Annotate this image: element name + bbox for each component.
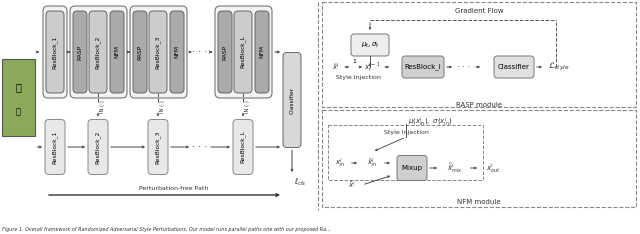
Text: · · ·: · · ·: [193, 142, 207, 152]
Text: $\tilde{x}^{i}$: $\tilde{x}^{i}$: [332, 61, 340, 73]
FancyBboxPatch shape: [89, 11, 107, 93]
FancyBboxPatch shape: [149, 11, 167, 93]
FancyBboxPatch shape: [234, 11, 252, 93]
Text: IN (·): IN (·): [245, 100, 250, 113]
FancyBboxPatch shape: [397, 156, 427, 180]
Text: RASP: RASP: [223, 44, 227, 60]
Text: RASP module: RASP module: [456, 102, 502, 108]
FancyBboxPatch shape: [351, 34, 389, 56]
Text: ResBlock_3: ResBlock_3: [155, 35, 161, 69]
FancyBboxPatch shape: [130, 6, 187, 98]
Text: $\mu(x_{in}^{i}),\ \sigma(x_{in}^{i})$: $\mu(x_{in}^{i}),\ \sigma(x_{in}^{i})$: [408, 116, 452, 129]
FancyBboxPatch shape: [215, 6, 272, 98]
FancyBboxPatch shape: [46, 11, 64, 93]
FancyBboxPatch shape: [110, 11, 124, 93]
Text: $\mu_t, \sigma_t$: $\mu_t, \sigma_t$: [360, 40, 380, 50]
FancyBboxPatch shape: [43, 6, 67, 98]
Text: ResBlock_2: ResBlock_2: [95, 130, 101, 164]
Text: IN (·): IN (·): [160, 100, 165, 113]
Text: $\ell_{cls}$: $\ell_{cls}$: [294, 177, 307, 189]
Text: Classifier: Classifier: [498, 64, 530, 70]
Text: · · ·: · · ·: [193, 47, 207, 57]
Text: Figure 1. Overall framework of Randomized Adversarial Style Perturbations. Our m: Figure 1. Overall framework of Randomize…: [2, 227, 331, 232]
Text: · · ·: · · ·: [458, 62, 470, 72]
Text: ResBlock_L: ResBlock_L: [240, 131, 246, 163]
Text: NFM module: NFM module: [457, 199, 501, 205]
FancyBboxPatch shape: [494, 56, 534, 78]
Text: 1: 1: [352, 59, 356, 64]
Text: ResBlock_L: ResBlock_L: [240, 36, 246, 68]
Text: NFM: NFM: [259, 45, 264, 58]
Text: $x_{in}^{i}$: $x_{in}^{i}$: [335, 156, 345, 170]
Text: IN (·): IN (·): [100, 100, 105, 113]
Text: $\mathcal{L}_{style}$: $\mathcal{L}_{style}$: [548, 61, 570, 73]
Text: Perturbation-free Path: Perturbation-free Path: [139, 186, 208, 191]
Text: 🐇: 🐇: [15, 82, 21, 92]
Text: RASP: RASP: [77, 44, 83, 60]
FancyBboxPatch shape: [73, 11, 87, 93]
FancyBboxPatch shape: [283, 52, 301, 147]
FancyBboxPatch shape: [1, 58, 35, 135]
Text: ResBlock_1: ResBlock_1: [52, 35, 58, 69]
Text: $x_t^{i-1}$: $x_t^{i-1}$: [364, 60, 380, 74]
FancyBboxPatch shape: [148, 120, 168, 175]
Text: RASP: RASP: [138, 44, 143, 60]
Text: Style Injection: Style Injection: [335, 76, 380, 80]
FancyBboxPatch shape: [170, 11, 184, 93]
Text: Gradient Flow: Gradient Flow: [454, 8, 503, 14]
FancyBboxPatch shape: [255, 11, 269, 93]
Text: Style Injection: Style Injection: [383, 130, 428, 135]
Text: ResBlock_1: ResBlock_1: [52, 130, 58, 164]
Text: NFM: NFM: [115, 45, 120, 58]
Text: $\tilde{x}_{in}^{i}$: $\tilde{x}_{in}^{i}$: [367, 156, 377, 170]
FancyBboxPatch shape: [70, 6, 127, 98]
Text: ResBlock_3: ResBlock_3: [155, 130, 161, 164]
FancyBboxPatch shape: [233, 120, 253, 175]
FancyBboxPatch shape: [218, 11, 232, 93]
Text: Classifier: Classifier: [289, 86, 294, 113]
FancyBboxPatch shape: [133, 11, 147, 93]
Text: ResBlock_2: ResBlock_2: [95, 35, 101, 69]
Text: $\hat{x}^{i}$: $\hat{x}^{i}$: [348, 179, 356, 191]
Text: 🌿: 🌿: [15, 107, 20, 117]
Text: NFM: NFM: [175, 45, 179, 58]
Text: Mixup: Mixup: [401, 165, 422, 171]
Text: $\tilde{\bar{x}}_{mix}^{i}$: $\tilde{\bar{x}}_{mix}^{i}$: [447, 161, 463, 175]
Text: $x_{out}^{i}$: $x_{out}^{i}$: [486, 161, 500, 175]
FancyBboxPatch shape: [402, 56, 444, 78]
FancyBboxPatch shape: [88, 120, 108, 175]
Text: ResBlock_i: ResBlock_i: [404, 64, 442, 70]
FancyBboxPatch shape: [45, 120, 65, 175]
